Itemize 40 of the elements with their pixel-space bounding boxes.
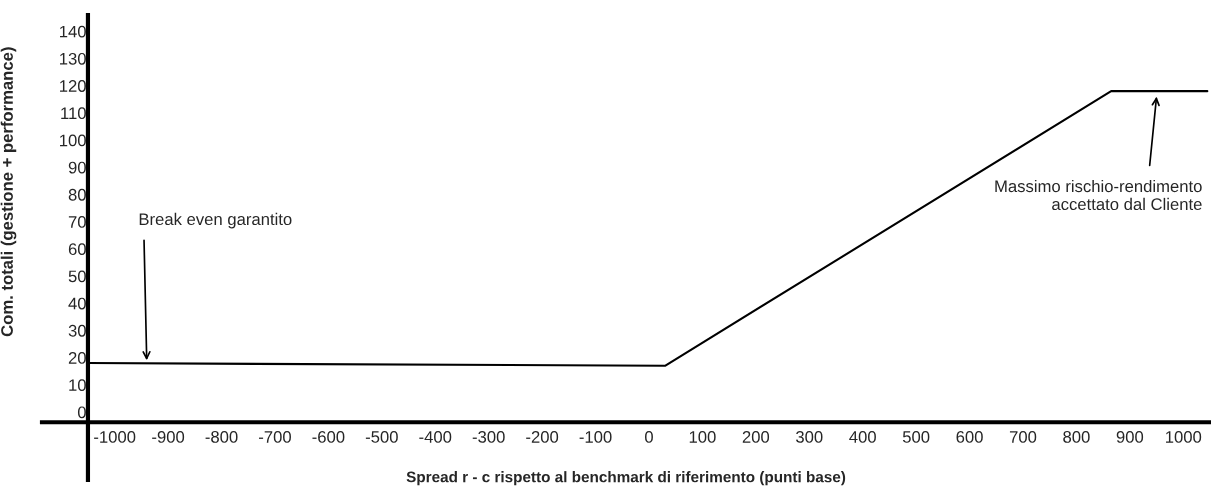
y-tick-label: 120 — [60, 80, 86, 92]
x-tick-label: 900 — [1116, 431, 1144, 443]
x-axis-title: Spread r - c rispetto al benchmark di riferimento (punti base) — [406, 471, 846, 486]
y-tick-label: 50 — [68, 270, 86, 283]
x-tick-label: 300 — [796, 431, 823, 443]
y-tick-label: 0 — [77, 406, 86, 419]
y-tick-label: 140 — [60, 25, 86, 38]
x-tick-label: 500 — [902, 431, 930, 443]
x-tick-label: 200 — [742, 431, 770, 443]
x-tick-label: 700 — [1009, 431, 1037, 443]
x-tick-label: -700 — [259, 431, 291, 443]
y-tick-label: 30 — [68, 324, 86, 337]
y-tick-label: 90 — [68, 161, 86, 174]
annotation: Break even garantito — [139, 212, 292, 229]
y-tick-label: 60 — [68, 243, 86, 256]
y-tick-label: 70 — [68, 216, 86, 228]
x-tick-label: 0 — [644, 431, 653, 443]
annotation: Massimo rischio-rendimento accettato dal Cliente — [995, 179, 1202, 211]
x-tick-label: 600 — [956, 431, 983, 443]
x-tick-label: 800 — [1063, 431, 1090, 443]
y-axis-title: Com. totali (gestione + performance) — [0, 47, 17, 337]
x-tick-label: -100 — [579, 431, 612, 443]
x-tick-label: -600 — [312, 431, 345, 443]
y-tick-label: 40 — [68, 297, 86, 310]
y-tick-label: 10 — [69, 379, 86, 392]
x-tick-label: 1000 — [1166, 431, 1202, 443]
x-tick-label: 100 — [689, 431, 716, 443]
x-tick-label: -200 — [526, 431, 559, 443]
y-tick-label: 80 — [68, 188, 86, 201]
x-tick-label: -400 — [419, 431, 452, 443]
x-tick-label: -800 — [205, 431, 238, 443]
y-tick-label: 130 — [60, 52, 86, 65]
x-tick-label: -900 — [152, 431, 185, 443]
y-tick-label: 110 — [61, 107, 86, 120]
x-tick-label: -300 — [472, 431, 505, 443]
y-tick-label: 20 — [68, 352, 86, 364]
x-tick-label: -500 — [365, 431, 398, 443]
x-tick-label: -1000 — [94, 431, 136, 443]
y-tick-label: 100 — [60, 134, 86, 147]
x-tick-label: 400 — [849, 431, 876, 443]
